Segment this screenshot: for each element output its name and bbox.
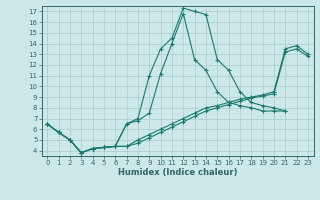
X-axis label: Humidex (Indice chaleur): Humidex (Indice chaleur)	[118, 168, 237, 177]
